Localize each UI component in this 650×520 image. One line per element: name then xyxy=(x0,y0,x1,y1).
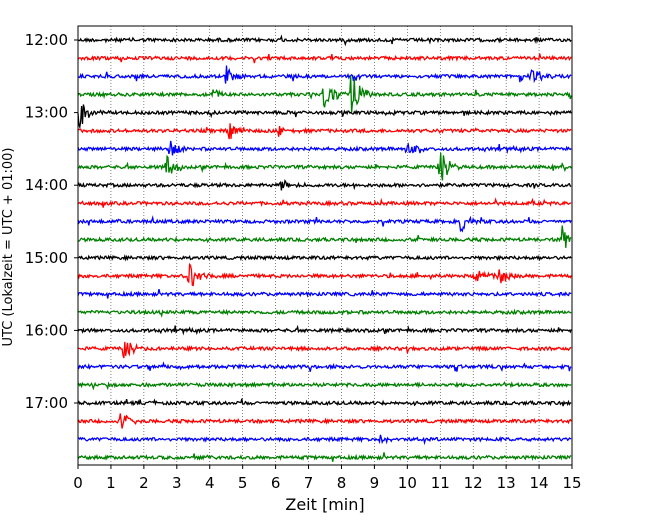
x-tick-label: 11 xyxy=(431,474,450,492)
trace-line xyxy=(77,225,572,248)
x-tick-label: 10 xyxy=(398,474,417,492)
x-tick-label: 0 xyxy=(73,474,83,492)
trace-line xyxy=(77,253,572,262)
x-tick-label: 1 xyxy=(106,474,116,492)
trace-line xyxy=(77,361,572,373)
trace-line xyxy=(77,324,572,336)
x-tick-label: 2 xyxy=(139,474,149,492)
trace-line xyxy=(77,179,572,191)
y-axis-label: UTC (Lokalzeit = UTC + 01:00) xyxy=(1,148,16,347)
trace-line xyxy=(77,341,572,359)
trace-line xyxy=(77,34,572,47)
x-tick-label: 4 xyxy=(205,474,215,492)
trace-line xyxy=(77,452,572,462)
y-tick-label: 15:00 xyxy=(25,249,68,267)
x-tick-label: 7 xyxy=(304,474,314,492)
y-tick-label: 12:00 xyxy=(25,31,68,49)
trace-line xyxy=(77,288,572,299)
trace-line xyxy=(77,308,572,318)
trace-line xyxy=(77,104,572,130)
y-tick-label: 14:00 xyxy=(25,176,68,194)
trace-line xyxy=(77,65,572,84)
x-tick-label: 9 xyxy=(370,474,380,492)
x-tick-label: 6 xyxy=(271,474,281,492)
trace-line xyxy=(77,75,572,113)
trace-line xyxy=(77,215,572,233)
trace-line xyxy=(77,398,572,407)
x-ticks: 0 1 2 3 4 5 6 7 8 9 10 11 12 13 14 15 xyxy=(73,465,582,492)
x-tick-label: 15 xyxy=(562,474,581,492)
x-tick-label: 12 xyxy=(464,474,483,492)
trace-line xyxy=(77,413,572,429)
x-tick-label: 14 xyxy=(530,474,549,492)
trace-line xyxy=(77,434,572,446)
trace-line xyxy=(77,140,572,156)
y-tick-label: 13:00 xyxy=(25,104,68,122)
trace-line xyxy=(77,197,572,208)
trace-line xyxy=(77,53,572,64)
x-tick-label: 3 xyxy=(172,474,182,492)
traces xyxy=(77,34,572,462)
x-tick-label: 13 xyxy=(497,474,516,492)
vertical-grid xyxy=(110,26,540,465)
y-tick-label: 17:00 xyxy=(25,394,68,412)
trace-line xyxy=(77,381,572,391)
x-tick-label: 5 xyxy=(238,474,248,492)
trace-line xyxy=(77,123,572,140)
y-tick-label: 16:00 xyxy=(25,321,68,339)
plot-frame xyxy=(77,25,573,466)
y-ticks: 12:00 13:00 14:00 15:00 16:00 17:00 xyxy=(25,31,78,412)
x-axis-label: Zeit [min] xyxy=(285,495,364,514)
trace-line xyxy=(77,152,572,181)
trace-line xyxy=(77,262,572,287)
x-tick-label: 8 xyxy=(337,474,347,492)
